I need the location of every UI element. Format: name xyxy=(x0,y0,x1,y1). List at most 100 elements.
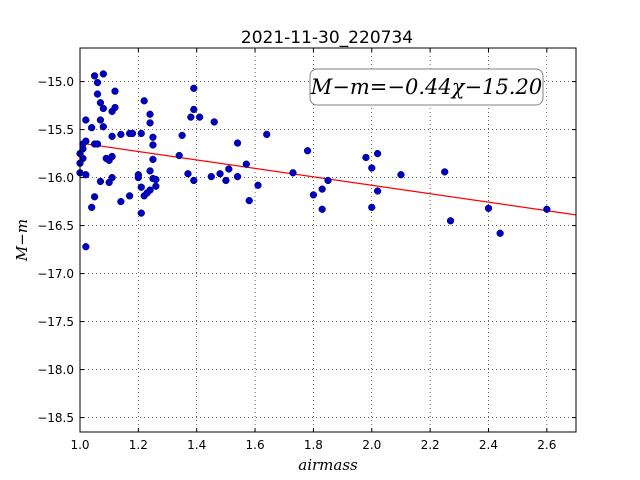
data-point xyxy=(152,175,160,184)
y-tick-label: −15.0 xyxy=(37,75,74,89)
data-point xyxy=(446,217,455,225)
data-point xyxy=(82,116,90,124)
data-point xyxy=(373,187,382,195)
data-point xyxy=(318,185,326,193)
y-axis-label: M−m xyxy=(13,219,31,262)
points-layer xyxy=(76,70,551,251)
data-point xyxy=(93,140,102,148)
ticks-layer: 1.0 1.2 1.4 1.6 1.8 2.0 2.2 2.4 2.6 −15.0 −15.5 −16… xyxy=(37,48,576,452)
data-point xyxy=(190,105,198,114)
data-point xyxy=(496,229,504,237)
data-point xyxy=(128,129,137,138)
data-point xyxy=(137,209,145,217)
x-tick-label: 1.4 xyxy=(187,438,206,452)
y-tick-label: −16.0 xyxy=(37,171,74,185)
data-point xyxy=(146,110,154,118)
data-point xyxy=(245,196,253,205)
data-point xyxy=(111,103,119,112)
x-tick-label: 2.4 xyxy=(479,438,498,452)
chart-title: 2021-11-30_220734 xyxy=(241,28,413,48)
data-point xyxy=(96,116,105,124)
data-point xyxy=(184,170,192,178)
x-tick-label: 1.6 xyxy=(246,438,265,452)
data-point xyxy=(96,99,105,107)
data-point xyxy=(175,151,183,160)
data-point xyxy=(96,177,105,186)
data-point xyxy=(108,173,116,182)
y-tick-label: −18.0 xyxy=(37,363,74,377)
data-point xyxy=(324,176,332,185)
data-point xyxy=(108,152,116,161)
data-point xyxy=(543,205,551,213)
data-point xyxy=(79,154,87,163)
data-point xyxy=(146,119,154,127)
data-point xyxy=(309,191,318,199)
data-point xyxy=(149,141,157,149)
data-point xyxy=(207,172,215,181)
data-point xyxy=(108,132,116,140)
data-point xyxy=(210,118,218,126)
x-tick-label: 2.6 xyxy=(537,438,556,452)
data-point xyxy=(195,113,204,121)
data-point xyxy=(93,90,102,98)
data-point xyxy=(190,176,198,185)
x-tick-label: 1.8 xyxy=(304,438,323,452)
data-point xyxy=(368,203,376,212)
data-point xyxy=(187,113,195,121)
data-point xyxy=(82,137,90,145)
data-point xyxy=(289,169,297,177)
data-point xyxy=(484,204,493,212)
data-point xyxy=(254,181,262,189)
data-point xyxy=(125,192,134,200)
data-point xyxy=(263,130,271,139)
annotation-frame xyxy=(309,68,544,106)
data-point xyxy=(216,170,224,178)
data-point xyxy=(134,173,143,182)
x-tick-label: 1.0 xyxy=(70,438,89,452)
x-tick-label: 2.2 xyxy=(421,438,440,452)
data-point xyxy=(111,87,119,95)
data-point xyxy=(93,78,102,87)
data-point xyxy=(373,149,382,158)
data-point xyxy=(146,167,154,175)
data-point xyxy=(99,104,107,113)
data-point xyxy=(233,139,242,147)
data-point xyxy=(88,203,96,212)
data-point xyxy=(178,131,186,140)
data-point xyxy=(82,171,90,179)
x-tick-label: 2.0 xyxy=(362,438,381,452)
data-point xyxy=(303,147,312,155)
data-point xyxy=(362,153,370,162)
data-point xyxy=(82,243,90,251)
x-axis-label: airmass xyxy=(298,456,358,474)
fit-equation-text: M−m=−0.44χ−15.20 xyxy=(310,75,542,99)
data-point xyxy=(318,205,326,213)
data-point xyxy=(149,133,157,141)
y-tick-label: −15.5 xyxy=(37,123,74,137)
data-point xyxy=(441,168,449,176)
data-point xyxy=(242,160,250,168)
data-point xyxy=(397,171,405,179)
data-point xyxy=(90,72,99,80)
grid-layer xyxy=(79,48,576,432)
data-point xyxy=(90,193,99,201)
data-point xyxy=(140,97,148,105)
data-point xyxy=(149,155,157,164)
y-tick-label: −16.5 xyxy=(37,219,74,233)
data-point xyxy=(222,176,230,185)
data-point xyxy=(137,183,145,191)
data-point xyxy=(99,70,107,78)
fit-equation-annotation: M−m=−0.44χ−15.20 xyxy=(309,68,544,106)
data-point xyxy=(88,124,96,132)
y-tick-label: −17.5 xyxy=(37,315,74,329)
data-point xyxy=(190,84,198,92)
x-tick-label: 1.2 xyxy=(129,438,148,452)
data-point xyxy=(117,130,125,139)
data-point xyxy=(368,164,376,172)
data-point xyxy=(137,129,145,138)
y-tick-label: −17.0 xyxy=(37,267,74,281)
data-point xyxy=(117,197,125,206)
data-point xyxy=(146,186,154,194)
plot-frame xyxy=(79,47,577,433)
